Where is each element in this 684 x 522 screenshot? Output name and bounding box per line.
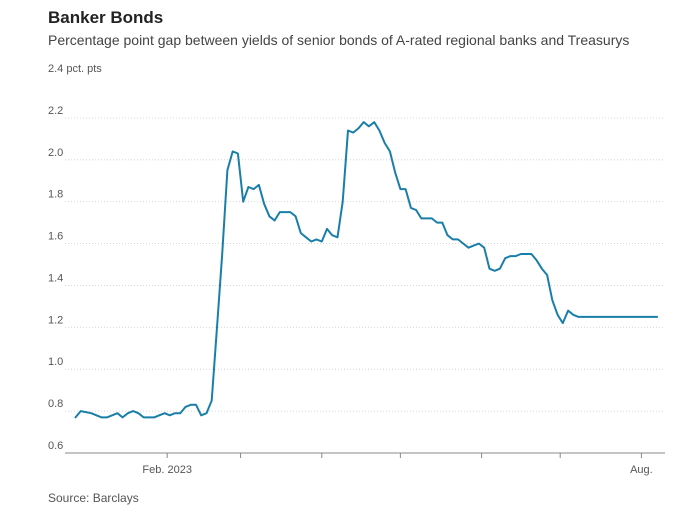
y-tick-label: 2.4 pct. pts xyxy=(48,63,102,75)
y-tick-label: 1.8 xyxy=(48,189,63,201)
y-tick-label: 1.0 xyxy=(48,356,63,368)
y-axis: 0.6 0.8 1.0 1.2 1.4 1.6 1.8 2.0 2.2 2.4 pct. pts xyxy=(48,63,102,452)
x-tick-label: Aug. xyxy=(630,464,653,476)
y-tick-label: 1.4 xyxy=(48,272,63,284)
y-tick-label: 1.2 xyxy=(48,314,63,326)
gridlines xyxy=(65,117,665,454)
y-tick-label: 0.6 xyxy=(48,440,63,452)
x-tick-label: Feb. 2023 xyxy=(142,464,192,476)
plot-area xyxy=(74,121,659,419)
series-line xyxy=(74,121,659,419)
chart-title: Banker Bonds xyxy=(48,8,164,27)
y-tick-label: 1.6 xyxy=(48,231,63,243)
x-axis: Feb. 2023 Aug. xyxy=(142,453,653,476)
source-note: Source: Barclays xyxy=(48,491,139,505)
chart-subtitle: Percentage point gap between yields of s… xyxy=(48,32,630,48)
y-tick-label: 0.8 xyxy=(48,398,63,410)
y-tick-label: 2.0 xyxy=(48,147,63,159)
y-tick-label: 2.2 xyxy=(48,105,63,117)
